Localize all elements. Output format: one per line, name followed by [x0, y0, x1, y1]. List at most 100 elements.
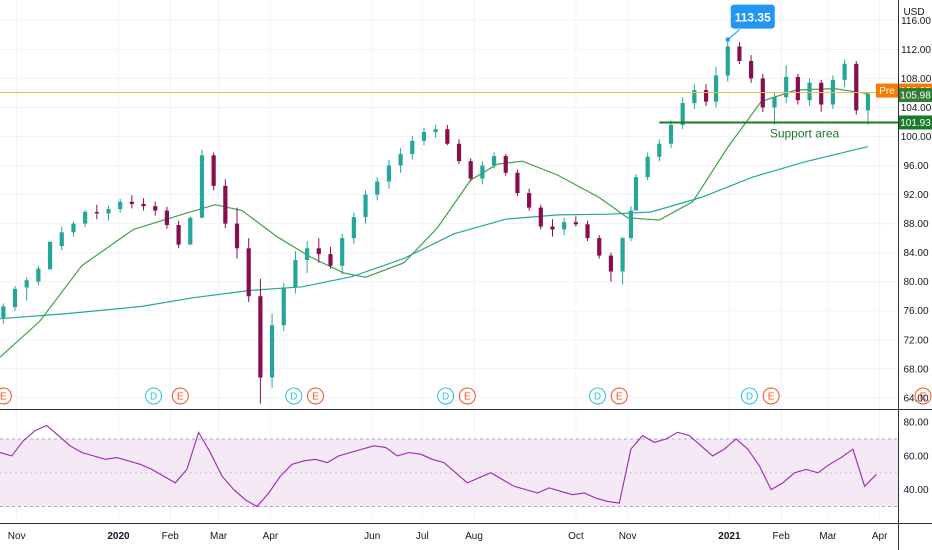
candle-body	[527, 193, 532, 208]
candle-body	[456, 143, 462, 162]
event-circle	[740, 387, 758, 405]
event-circle	[437, 387, 455, 405]
candle-body	[36, 268, 41, 282]
moving-average-2	[0, 87, 869, 358]
callout-box	[730, 4, 775, 29]
candle-body	[375, 181, 380, 195]
event-circle	[145, 387, 163, 405]
x-tick-label: Mar	[210, 531, 228, 542]
price-label: 105.98	[899, 88, 932, 103]
candle-body	[363, 194, 368, 218]
x-tick-label: 2020	[107, 531, 130, 542]
x-tick-label: Mar	[819, 531, 837, 542]
event-label: D	[746, 392, 753, 403]
candle-body	[24, 280, 29, 288]
price-tick-label: 88.00	[903, 219, 928, 230]
event-label: E	[768, 392, 775, 403]
candle-body	[269, 325, 275, 378]
earnings-marker[interactable]: E	[458, 387, 476, 405]
dividend-marker[interactable]: D	[145, 387, 163, 405]
candle-body	[47, 241, 53, 270]
candle-body	[129, 201, 134, 204]
candle-body	[585, 224, 590, 239]
candle-body	[597, 238, 602, 256]
candle-body	[12, 288, 18, 308]
event-circle	[0, 387, 12, 405]
candle-body	[737, 46, 742, 61]
rsi-line	[0, 424, 877, 508]
earnings-marker[interactable]: E	[171, 387, 189, 405]
candle-body	[71, 223, 76, 233]
callout-value: 113.35	[735, 11, 771, 25]
event-circle	[589, 387, 607, 405]
candle-body	[807, 82, 812, 101]
candle-body	[657, 143, 662, 157]
price-tick-label: 108.00	[901, 74, 932, 85]
price-tick-label: 92.00	[903, 190, 928, 201]
event-label: E	[920, 392, 927, 403]
price-tick-label: 64.00	[903, 393, 928, 404]
dividend-marker[interactable]: D	[285, 387, 303, 405]
candle-body	[223, 185, 228, 224]
price-tick-label: 68.00	[903, 364, 928, 375]
candle-body	[854, 63, 859, 111]
candle-body	[445, 129, 450, 144]
dividend-marker[interactable]: D	[589, 387, 607, 405]
x-tick-label: Nov	[619, 531, 637, 542]
candle-body	[340, 238, 345, 266]
candle-body	[620, 238, 625, 272]
earnings-marker[interactable]: E	[0, 387, 12, 405]
candle-body	[316, 248, 321, 255]
dividend-marker[interactable]: D	[740, 387, 758, 405]
x-tick-label: Apr	[263, 531, 279, 542]
event-circle	[458, 387, 476, 405]
candle-body	[246, 248, 251, 297]
event-label: D	[290, 392, 297, 403]
candle-body	[188, 217, 193, 245]
candle-body	[819, 82, 824, 105]
candle-body	[865, 93, 871, 111]
event-label: E	[0, 392, 7, 403]
candle-body	[562, 222, 567, 230]
moving-averages	[0, 87, 869, 358]
price-tick-label: 96.00	[903, 161, 928, 172]
earnings-marker[interactable]: E	[306, 387, 324, 405]
earnings-marker[interactable]: E	[762, 387, 780, 405]
price-tick-label: 84.00	[903, 248, 928, 259]
candle-body	[503, 156, 508, 173]
price-tick-label: 112.00	[901, 45, 931, 56]
event-label: D	[442, 392, 449, 403]
price-label-box	[899, 115, 932, 130]
price-tick-label: 72.00	[903, 335, 928, 346]
dividend-marker[interactable]: D	[437, 387, 455, 405]
candles	[1, 39, 871, 404]
candle-body	[668, 124, 674, 144]
x-tick-label: Aug	[465, 531, 483, 542]
event-label: E	[177, 392, 184, 403]
price-label-box	[899, 88, 932, 103]
candle-body	[772, 97, 777, 108]
event-label: D	[150, 392, 157, 403]
rsi-tick-label: 80.00	[903, 418, 928, 429]
candle-body	[491, 156, 497, 166]
earnings-marker[interactable]: E	[610, 387, 628, 405]
candle-body	[83, 211, 88, 224]
candle-body	[480, 165, 485, 179]
event-label: E	[616, 392, 623, 403]
callout-leader	[727, 29, 741, 40]
candle-body	[433, 129, 438, 133]
price-label: 101.93	[899, 115, 932, 130]
candle-body	[94, 211, 99, 214]
x-tick-label: Oct	[568, 531, 584, 542]
event-circle	[285, 387, 303, 405]
candle-body	[328, 254, 333, 266]
event-circle	[171, 387, 189, 405]
candle-body	[293, 259, 298, 288]
candle-body	[628, 210, 634, 239]
rsi-tick-label: 60.00	[903, 451, 928, 462]
candle-body	[106, 209, 111, 214]
earnings-marker[interactable]: E	[914, 387, 932, 405]
